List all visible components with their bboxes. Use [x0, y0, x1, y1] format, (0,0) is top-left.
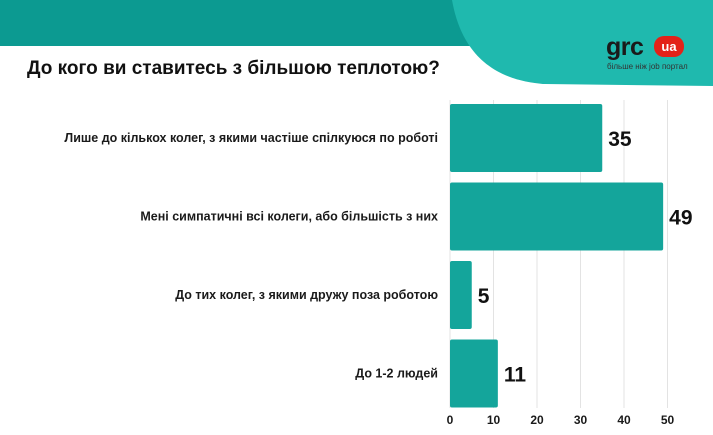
- x-tick-label: 0: [447, 413, 454, 427]
- x-tick-label: 10: [487, 413, 501, 427]
- header-wave-decoration: [452, 0, 713, 86]
- data-label: 5: [478, 285, 490, 308]
- logo-tagline: більше ніж job портал: [607, 62, 688, 71]
- logo-wordmark: grc: [606, 33, 644, 61]
- category-label: До тих колег, з якими дружу поза роботою: [175, 288, 438, 302]
- bar: [450, 339, 498, 408]
- category-label: Мені симпатичні всі колеги, або більшіст…: [140, 210, 438, 224]
- bar: [450, 104, 603, 172]
- x-tick-label: 20: [530, 413, 544, 427]
- logo-badge: ua: [654, 36, 684, 57]
- grc-logo: grc ua більше ніж job портал: [606, 34, 702, 76]
- data-label: 49: [669, 207, 692, 230]
- bar: [450, 182, 664, 251]
- chart-title: До кого ви ставитесь з більшою теплотою?: [27, 58, 440, 79]
- category-label: До 1-2 людей: [355, 367, 438, 381]
- x-tick-label: 40: [617, 413, 631, 427]
- x-tick-label: 50: [661, 413, 675, 427]
- category-label: Лише до кількох колег, з якими частіше с…: [64, 131, 438, 145]
- data-label: 11: [504, 364, 527, 387]
- data-label: 35: [608, 128, 632, 151]
- bar: [450, 261, 472, 329]
- x-tick-label: 30: [574, 413, 588, 427]
